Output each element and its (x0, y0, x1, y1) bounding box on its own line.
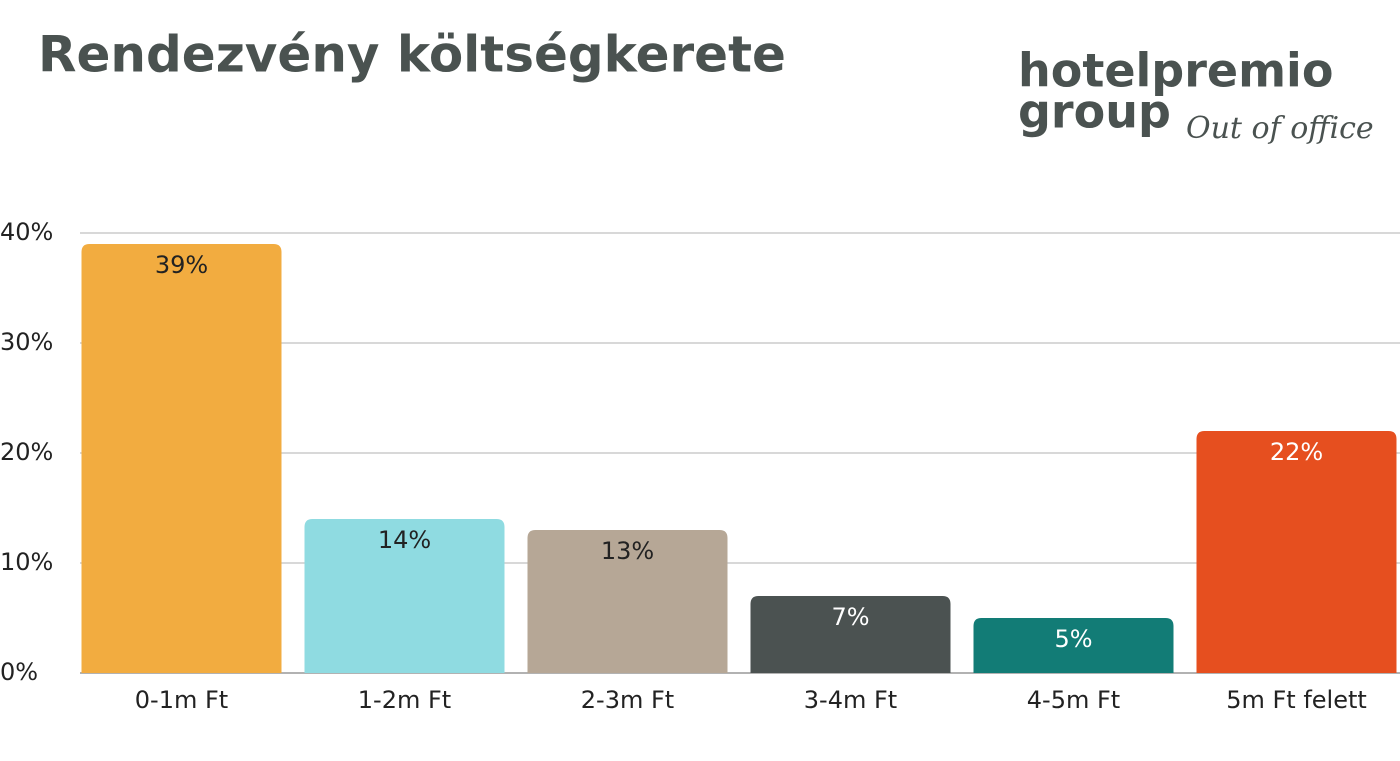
value-label: 39% (155, 251, 208, 279)
x-tick-label: 1-2m Ft (358, 686, 451, 714)
x-tick-label: 5m Ft felett (1226, 686, 1367, 714)
y-tick-label: 40% (0, 218, 53, 246)
y-tick-label: 10% (0, 548, 53, 576)
chart-title: Rendezvény költségkerete (38, 26, 786, 84)
bar (750, 596, 951, 673)
value-label: 14% (378, 526, 431, 554)
bar (527, 530, 728, 673)
value-label: 22% (1270, 438, 1323, 466)
logo-brand: hotelpremio (1018, 44, 1333, 98)
y-tick-label: 0% (0, 658, 38, 686)
y-tick-label: 30% (0, 328, 53, 356)
bar (973, 618, 1174, 673)
x-tick-label: 2-3m Ft (581, 686, 674, 714)
x-tick-label: 0-1m Ft (135, 686, 228, 714)
value-label: 5% (1054, 625, 1092, 653)
logo-group: group (1018, 85, 1171, 139)
value-label: 7% (831, 603, 869, 631)
bar (81, 244, 282, 673)
x-tick-label: 3-4m Ft (804, 686, 897, 714)
logo-tagline: Out of office (1186, 111, 1374, 146)
bar (304, 519, 505, 673)
value-label: 13% (601, 537, 654, 565)
bar (1196, 431, 1397, 673)
y-tick-label: 20% (0, 438, 53, 466)
x-tick-label: 4-5m Ft (1027, 686, 1120, 714)
